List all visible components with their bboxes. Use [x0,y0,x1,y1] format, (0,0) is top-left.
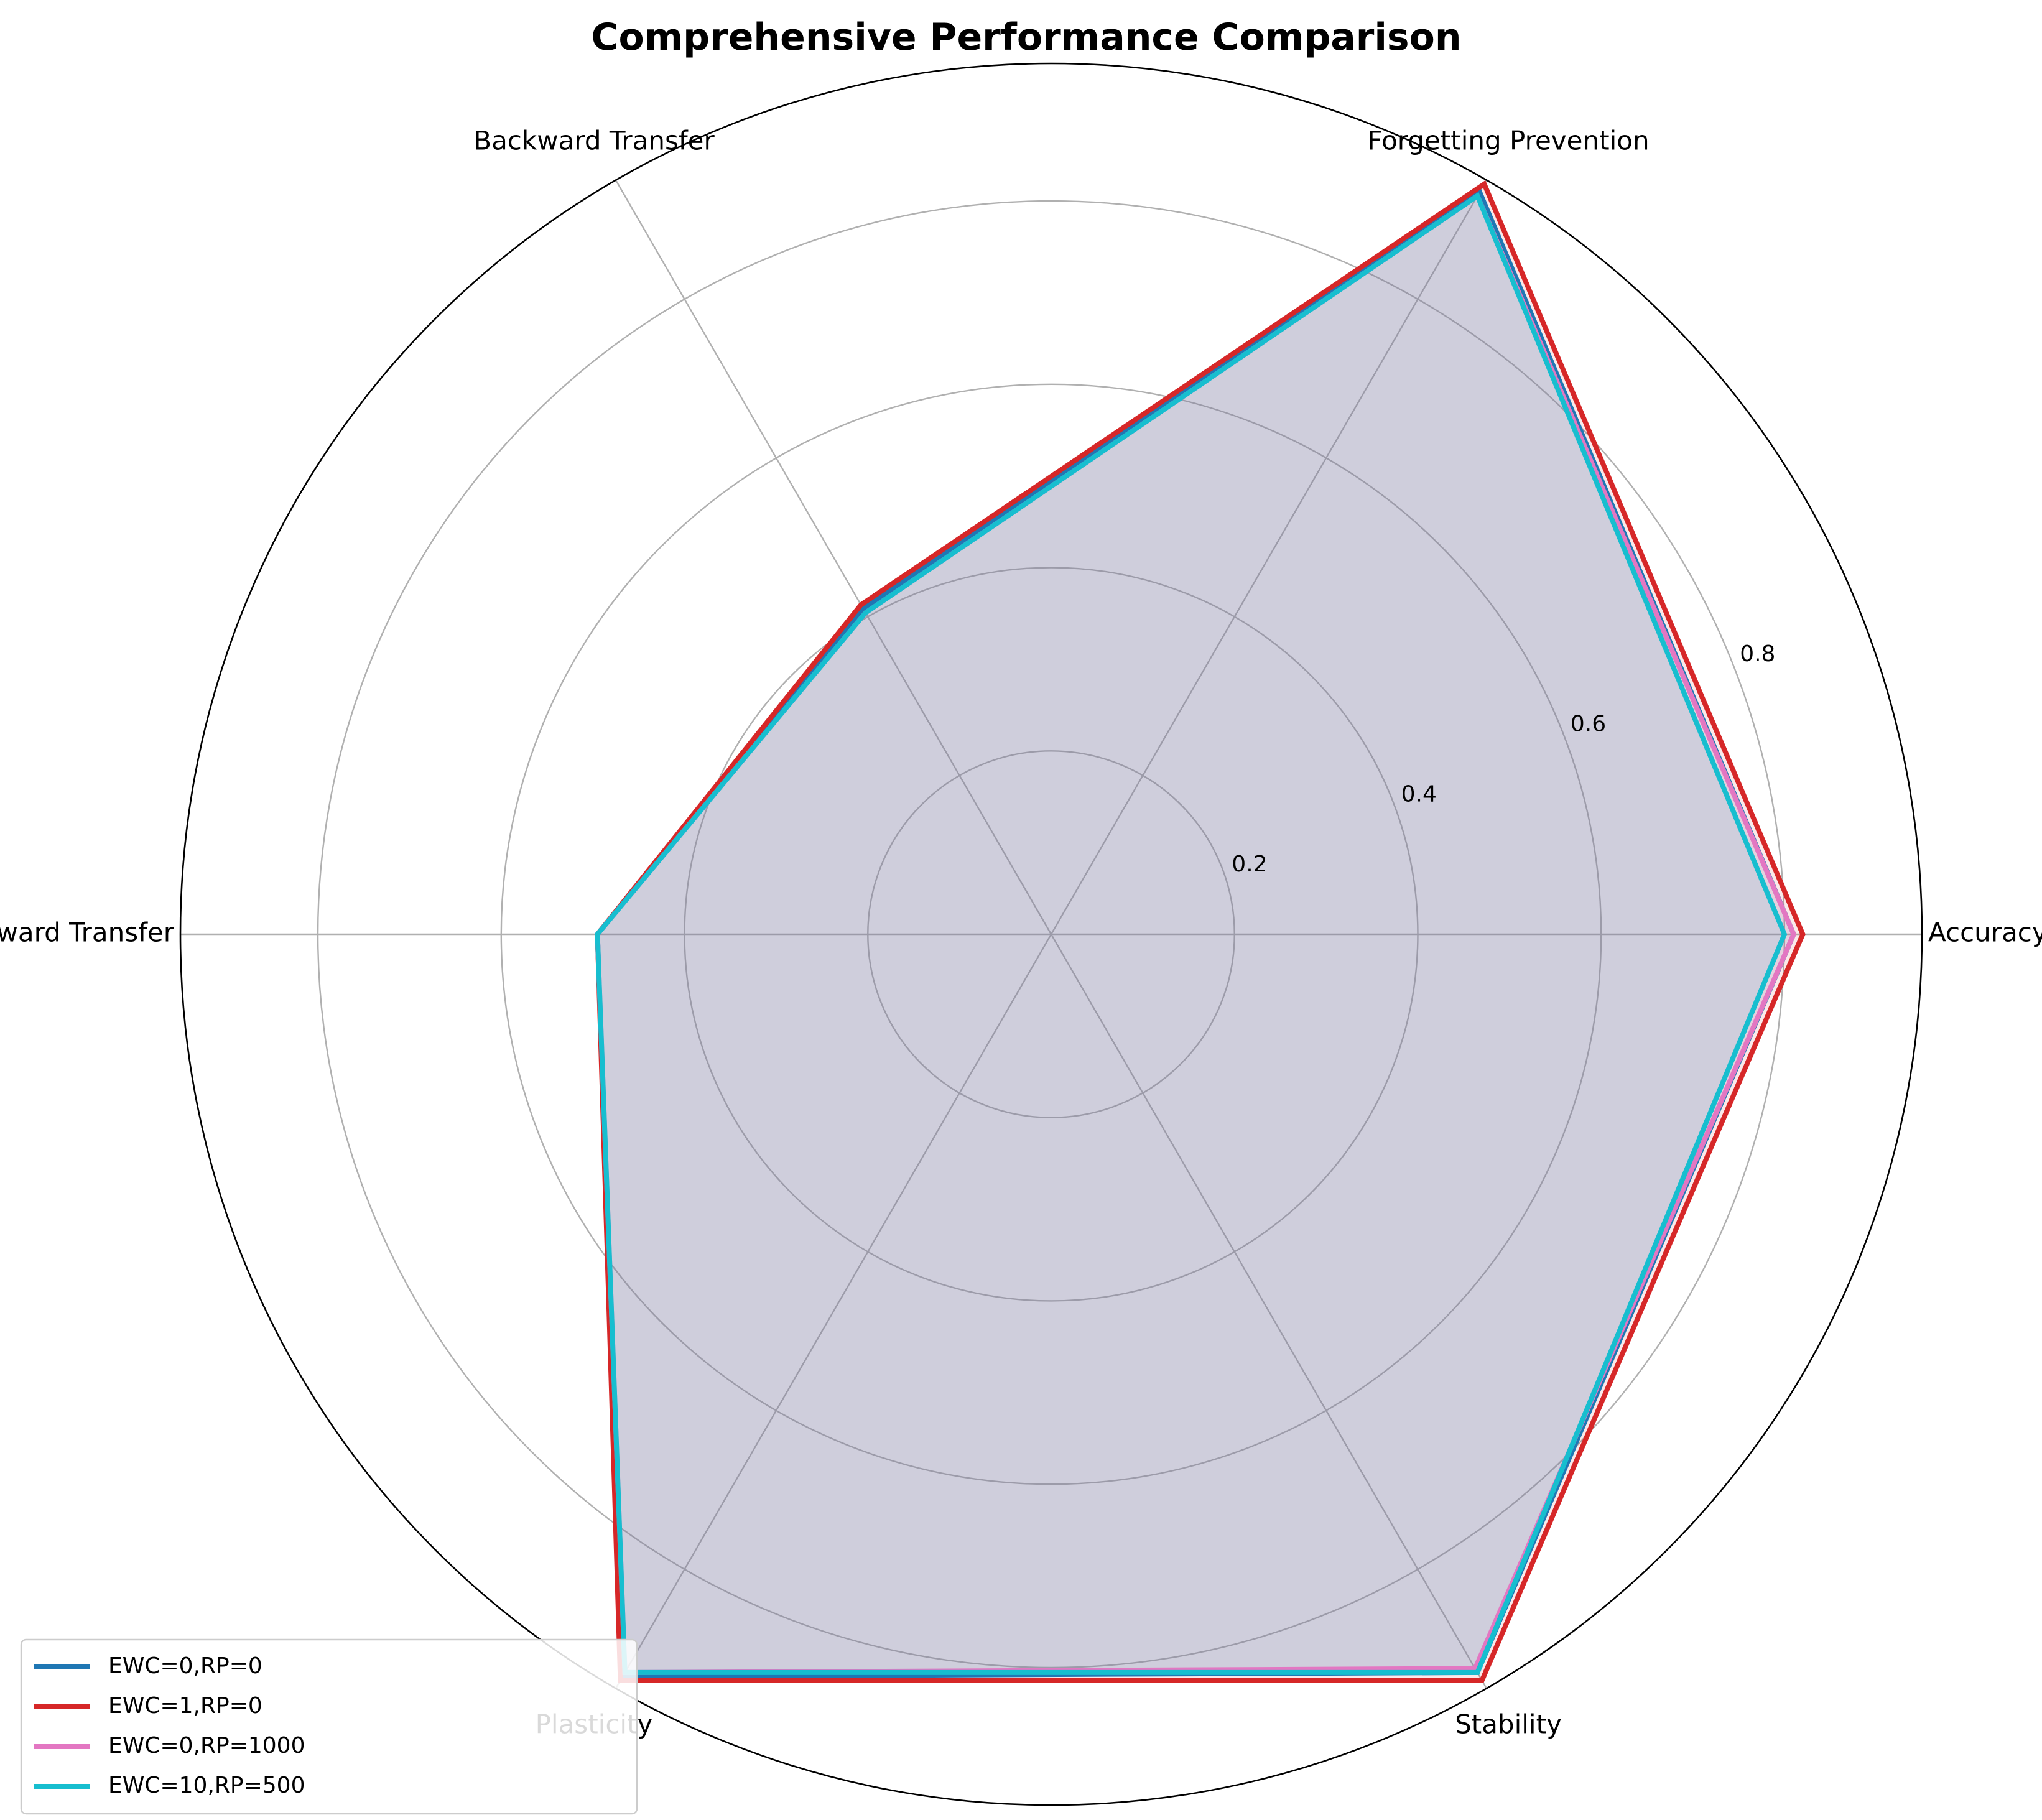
legend: EWC=0,RP=0 EWC=1,RP=0 EWC=0,RP=1000 EWC=10,… [20,1638,638,1815]
legend-label-ewc-0-rp-0: EWC=0,RP=0 [108,1653,262,1679]
axis-label-backward-transfer: Backward Transfer [473,125,715,156]
chart-title: Comprehensive Performance Comparison [591,16,1461,59]
series-fill-layer [597,183,1803,1681]
polar-frame-layer [179,62,1923,1806]
legend-label-ewc-10-rp-500: EWC=10,RP=500 [108,1773,305,1798]
grid-layer [180,179,1922,1689]
series-line-layer [595,180,1806,1683]
series-line-ewc-10-rp-500 [595,192,1788,1675]
legend-box [20,1638,638,1815]
series-fill-ewc-10-rp-500 [597,196,1784,1673]
series-fill-ewc-0-rp-0 [597,192,1794,1677]
axis-label-stability: Stability [1455,1709,1562,1740]
radial-tick-label-1: 0.4 [1401,781,1437,807]
legend-label-ewc-0-rp-1000: EWC=0,RP=1000 [108,1733,305,1758]
series-fill-ewc-1-rp-0 [597,183,1803,1681]
series-fill-ewc-0-rp-1000 [597,196,1794,1673]
legend-label-ewc-1-rp-0: EWC=1,RP=0 [108,1693,262,1719]
radial-tick-layer: 0.2 0.4 0.6 0.8 [1232,641,1775,877]
radial-tick-label-2: 0.6 [1571,712,1606,737]
spoke-backward-transfer [615,179,1052,935]
radial-tick-label-3: 0.8 [1740,641,1775,667]
radial-tick-label-0: 0.2 [1232,852,1267,877]
polar-frame [179,62,1923,1806]
spoke-forgetting-prevention [1050,179,1488,935]
spoke-plasticity [615,934,1052,1689]
spoke-stability [1050,934,1488,1689]
axis-label-forgetting-prevention: Forgetting Prevention [1367,125,1649,156]
axis-label-accuracy: Accuracy [1928,917,2042,948]
axis-label-forward-transfer: Forward Transfer [0,917,175,948]
